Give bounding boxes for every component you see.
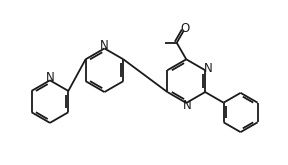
Text: N: N (46, 71, 54, 83)
Text: O: O (181, 22, 190, 35)
Text: N: N (182, 99, 191, 112)
Text: N: N (204, 62, 213, 75)
Text: N: N (100, 39, 109, 52)
